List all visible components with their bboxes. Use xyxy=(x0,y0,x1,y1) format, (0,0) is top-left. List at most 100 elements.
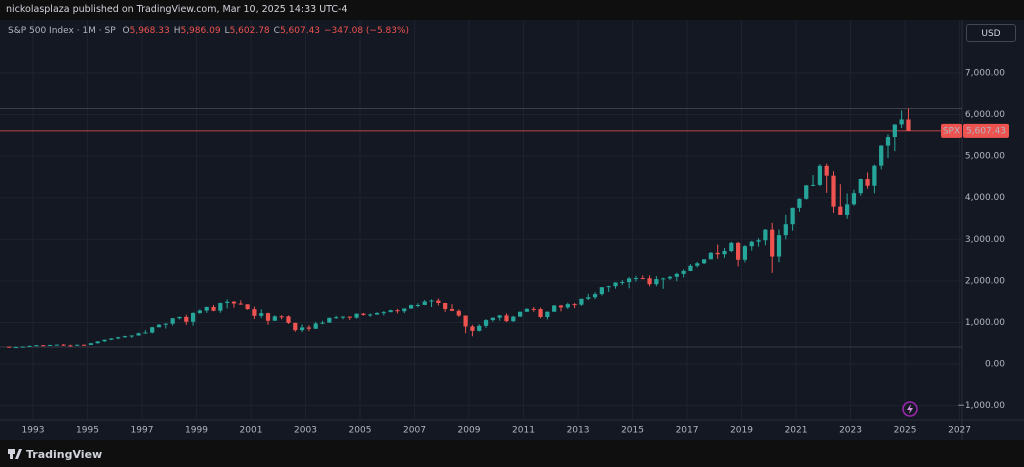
candle-body xyxy=(517,311,523,317)
symbol-name: S&P 500 Index · 1M · SP xyxy=(8,26,116,36)
candle-body xyxy=(511,316,516,322)
x-tick-label: 2021 xyxy=(785,426,808,436)
candle-body xyxy=(586,297,591,299)
candle-body xyxy=(497,315,502,318)
candle-body xyxy=(872,165,877,186)
candle-body xyxy=(245,304,250,310)
candle-body xyxy=(797,198,802,208)
candle-body xyxy=(742,246,748,260)
candle-body xyxy=(334,317,339,319)
candle-body xyxy=(156,324,162,328)
candle-body xyxy=(613,282,618,287)
candle-body xyxy=(7,346,12,348)
candle-body xyxy=(381,312,386,314)
candle-body xyxy=(449,309,455,311)
legend-value: 5,968.33 xyxy=(129,26,170,36)
candle-body xyxy=(851,193,857,205)
candle-body xyxy=(783,224,788,236)
candle-body xyxy=(136,333,141,336)
candle-body xyxy=(327,317,332,323)
candle-body xyxy=(415,304,421,306)
y-tick-label: 6,000.00 xyxy=(965,110,1005,120)
candle-body xyxy=(565,304,570,308)
candle-body xyxy=(899,119,904,125)
candle-body xyxy=(436,300,441,303)
candle-body xyxy=(361,313,366,315)
candle-body xyxy=(81,344,87,346)
candle-body xyxy=(259,313,264,316)
candle-body xyxy=(211,306,216,311)
candle-body xyxy=(654,279,659,285)
x-tick-label: 1995 xyxy=(76,426,99,436)
y-tick-label: 5,000.00 xyxy=(965,152,1005,162)
symbol-label: SPX xyxy=(943,126,960,136)
x-tick-label: 2017 xyxy=(676,426,699,436)
candle-body xyxy=(204,306,209,311)
x-tick-label: 2005 xyxy=(349,426,372,436)
candle-body xyxy=(552,305,557,312)
candle-body xyxy=(190,312,196,322)
candle-body xyxy=(838,206,843,215)
candle-body xyxy=(538,309,543,318)
candle-body xyxy=(579,298,584,305)
candle-body xyxy=(150,327,155,333)
currency-button[interactable]: USD xyxy=(966,24,1016,42)
candle-body xyxy=(504,315,509,322)
candle-body xyxy=(736,242,741,260)
y-tick-label: 2,000.00 xyxy=(965,276,1005,286)
candle-body xyxy=(374,312,380,315)
candle-body xyxy=(429,300,434,302)
candle-body xyxy=(572,304,577,306)
price-badge xyxy=(963,123,1009,138)
candle-body xyxy=(231,301,237,304)
candle-body xyxy=(756,240,761,242)
candle-body xyxy=(395,310,400,312)
candle-body xyxy=(129,335,134,337)
candle-body xyxy=(701,259,707,264)
candle-body xyxy=(286,316,291,323)
last-price-label: 5,607.43 xyxy=(966,126,1006,136)
lightning-icon[interactable] xyxy=(902,401,918,417)
candle-body xyxy=(306,327,312,329)
candle-body xyxy=(661,278,666,280)
candle-body xyxy=(443,302,448,310)
candle-body xyxy=(647,278,652,285)
candle-body xyxy=(368,314,373,316)
candle-body xyxy=(776,235,782,257)
publish-info: nickolasplaza published on TradingView.c… xyxy=(6,4,348,15)
candle-body xyxy=(845,204,850,215)
legend-key: L xyxy=(224,26,230,36)
candle-body xyxy=(627,278,632,283)
candle-body xyxy=(592,294,598,298)
legend-key: C xyxy=(273,26,280,36)
ohlc-legend: S&P 500 Index · 1M · SP O5,968.33 H5,986.… xyxy=(8,26,409,36)
legend-key: H xyxy=(173,26,181,36)
candle-body xyxy=(606,286,611,288)
x-tick-label: 2003 xyxy=(294,426,317,436)
candle-body xyxy=(299,327,305,331)
y-tick-label: 7,000.00 xyxy=(965,68,1005,78)
candle-body xyxy=(252,309,257,316)
candle-body xyxy=(218,302,223,311)
candle-body xyxy=(347,316,352,318)
candle-body xyxy=(804,185,809,199)
candle-body xyxy=(422,301,427,305)
candle-body xyxy=(885,137,891,146)
candle-body xyxy=(238,303,243,305)
legend-change: −347.08 (−5.83%) xyxy=(324,26,410,36)
candle-body xyxy=(729,242,734,252)
candle-body xyxy=(61,344,66,346)
candle-body xyxy=(858,179,863,194)
candle-body xyxy=(279,316,284,318)
candle-body xyxy=(177,316,182,319)
candle-body xyxy=(170,318,175,324)
candle-body xyxy=(102,339,107,342)
candle-body xyxy=(184,316,189,322)
candle-body xyxy=(109,338,114,340)
candle-body xyxy=(225,301,230,303)
candle-body xyxy=(54,344,59,346)
candle-body xyxy=(88,343,93,345)
candle-body xyxy=(75,344,80,346)
footer-brand: TradingView xyxy=(26,448,103,461)
